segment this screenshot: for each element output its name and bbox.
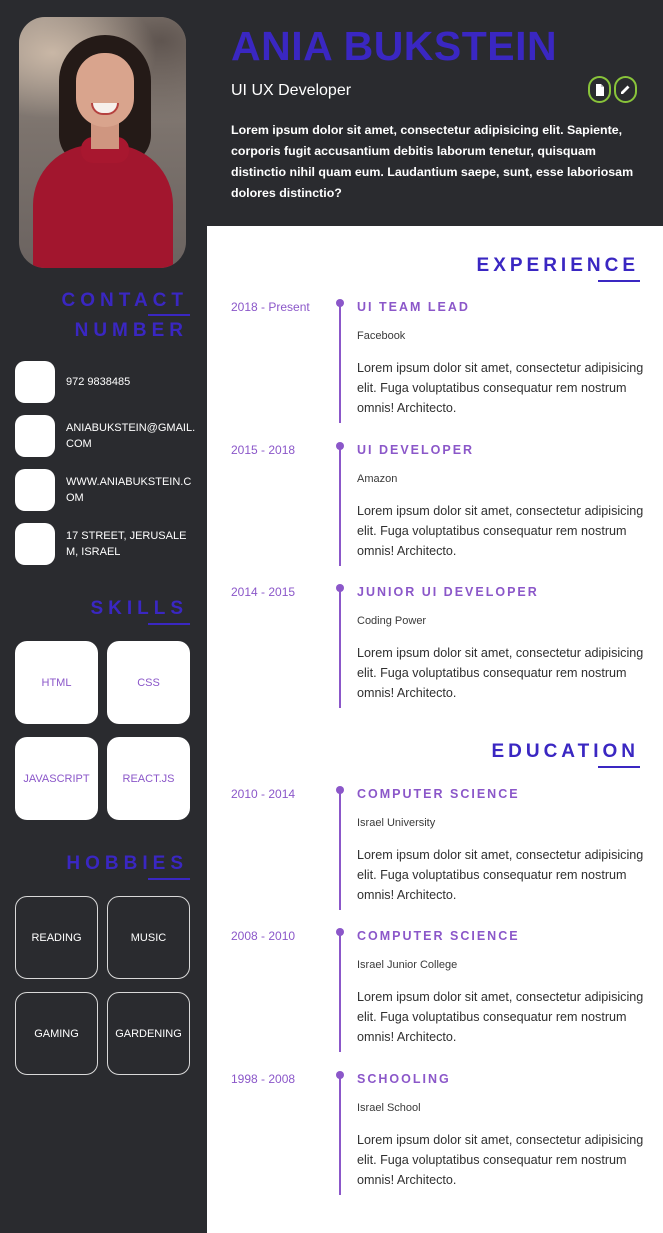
- education-heading-underline: [598, 766, 640, 768]
- profile-header: ANIA BUKSTEIN UI UX Developer Lorem ipsu…: [207, 0, 663, 226]
- entry-organization: Israel School: [357, 1102, 421, 1114]
- hobbies-heading: HOBBIES: [66, 853, 188, 874]
- entry-description: Lorem ipsum dolor sit amet, consectetur …: [357, 504, 644, 558]
- contact-heading: CONTACT NUMBER: [62, 286, 188, 346]
- contact-heading-line1: CONTACT: [61, 290, 188, 311]
- document-icon: [595, 83, 604, 96]
- timeline-line: [339, 303, 341, 423]
- contact-email-text: ANIABUKSTEIN@GMAIL.COM: [66, 422, 196, 450]
- entry-description: Lorem ipsum dolor sit amet, consectetur …: [357, 990, 644, 1044]
- hobby-tile-gaming: GAMING: [15, 992, 98, 1075]
- pencil-icon: [621, 85, 630, 94]
- entry-title: COMPUTER SCIENCE: [357, 787, 520, 801]
- education-entry: 2010 - 2014 COMPUTER SCIENCE Israel Univ…: [207, 786, 663, 926]
- entry-date: 2018 - Present: [231, 300, 310, 314]
- education-heading: EDUCATION: [491, 741, 639, 762]
- profile-photo: [19, 17, 186, 268]
- entry-organization: Coding Power: [357, 615, 427, 627]
- entry-organization: Israel Junior College: [357, 959, 458, 971]
- location-icon: [15, 523, 55, 565]
- hobby-tile-music: MUSIC: [107, 896, 190, 979]
- entry-description: Lorem ipsum dolor sit amet, consectetur …: [357, 361, 644, 415]
- entry-title: COMPUTER SCIENCE: [357, 929, 520, 943]
- timeline-dot: [336, 928, 344, 936]
- entry-title: JUNIOR UI DEVELOPER: [357, 585, 539, 599]
- timeline-dot: [336, 786, 344, 794]
- contact-address[interactable]: 17 STREET, JERUSALEM, ISRAEL: [15, 523, 195, 565]
- skill-tile-html: HTML: [15, 641, 98, 724]
- skill-tile-css: CSS: [107, 641, 190, 724]
- timeline-dot: [336, 584, 344, 592]
- timeline-line: [339, 932, 341, 1052]
- entry-date: 2014 - 2015: [231, 585, 296, 599]
- entry-organization: Facebook: [357, 330, 406, 342]
- timeline-dot: [336, 1071, 344, 1079]
- experience-entry: 2018 - Present UI TEAM LEAD Facebook Lor…: [207, 299, 663, 439]
- person-name: ANIA BUKSTEIN: [231, 23, 558, 69]
- entry-date: 1998 - 2008: [231, 1072, 296, 1086]
- hobby-tile-reading: READING: [15, 896, 98, 979]
- entry-date: 2010 - 2014: [231, 787, 296, 801]
- skills-heading-underline: [148, 623, 190, 625]
- person-role: UI UX Developer: [231, 82, 352, 99]
- entry-description: Lorem ipsum dolor sit amet, consectetur …: [357, 1133, 644, 1187]
- hobby-tile-gardening: GARDENING: [107, 992, 190, 1075]
- download-cv-button[interactable]: [588, 76, 611, 103]
- contact-email[interactable]: ANIABUKSTEIN@GMAIL.COM: [15, 415, 195, 457]
- entry-description: Lorem ipsum dolor sit amet, consectetur …: [357, 646, 644, 700]
- timeline-dot: [336, 442, 344, 450]
- entry-description: Lorem ipsum dolor sit amet, consectetur …: [357, 848, 644, 902]
- contact-heading-line2: NUMBER: [74, 320, 188, 341]
- globe-icon: [15, 469, 55, 511]
- contact-phone[interactable]: 972 9838485: [15, 361, 195, 403]
- contact-website-text: WWW.ANIABUKSTEIN.COM: [66, 476, 192, 504]
- contact-address-text: 17 STREET, JERUSALEM, ISRAEL: [66, 530, 187, 558]
- intro-text: Lorem ipsum dolor sit amet, consectetur …: [231, 123, 634, 200]
- timeline-dot: [336, 299, 344, 307]
- entry-organization: Amazon: [357, 473, 398, 485]
- education-entry: 1998 - 2008 SCHOOLING Israel School Lore…: [207, 1071, 663, 1211]
- entry-title: UI TEAM LEAD: [357, 300, 470, 314]
- entry-title: SCHOOLING: [357, 1072, 451, 1086]
- experience-entry: 2014 - 2015 JUNIOR UI DEVELOPER Coding P…: [207, 584, 663, 724]
- entry-date: 2015 - 2018: [231, 443, 296, 457]
- sidebar: CONTACT NUMBER 972 9838485 ANIABUKSTEIN@…: [0, 0, 207, 1233]
- edit-button[interactable]: [614, 76, 637, 103]
- entry-organization: Israel University: [357, 817, 436, 829]
- timeline-line: [339, 1075, 341, 1195]
- skill-tile-reactjs: REACT.JS: [107, 737, 190, 820]
- experience-heading: EXPERIENCE: [476, 255, 639, 276]
- timeline-line: [339, 446, 341, 566]
- contact-website[interactable]: WWW.ANIABUKSTEIN.COM: [15, 469, 195, 511]
- phone-icon: [15, 361, 55, 403]
- skills-heading: SKILLS: [90, 598, 188, 619]
- contact-phone-text: 972 9838485: [66, 376, 131, 388]
- timeline-line: [339, 588, 341, 708]
- entry-date: 2008 - 2010: [231, 929, 296, 943]
- education-entry: 2008 - 2010 COMPUTER SCIENCE Israel Juni…: [207, 928, 663, 1068]
- experience-entry: 2015 - 2018 UI DEVELOPER Amazon Lorem ip…: [207, 442, 663, 582]
- email-icon: [15, 415, 55, 457]
- hobbies-heading-underline: [148, 878, 190, 880]
- skill-tile-javascript: JAVASCRIPT: [15, 737, 98, 820]
- experience-heading-underline: [598, 280, 640, 282]
- entry-title: UI DEVELOPER: [357, 443, 475, 457]
- contact-heading-underline: [148, 314, 190, 316]
- timeline-line: [339, 790, 341, 910]
